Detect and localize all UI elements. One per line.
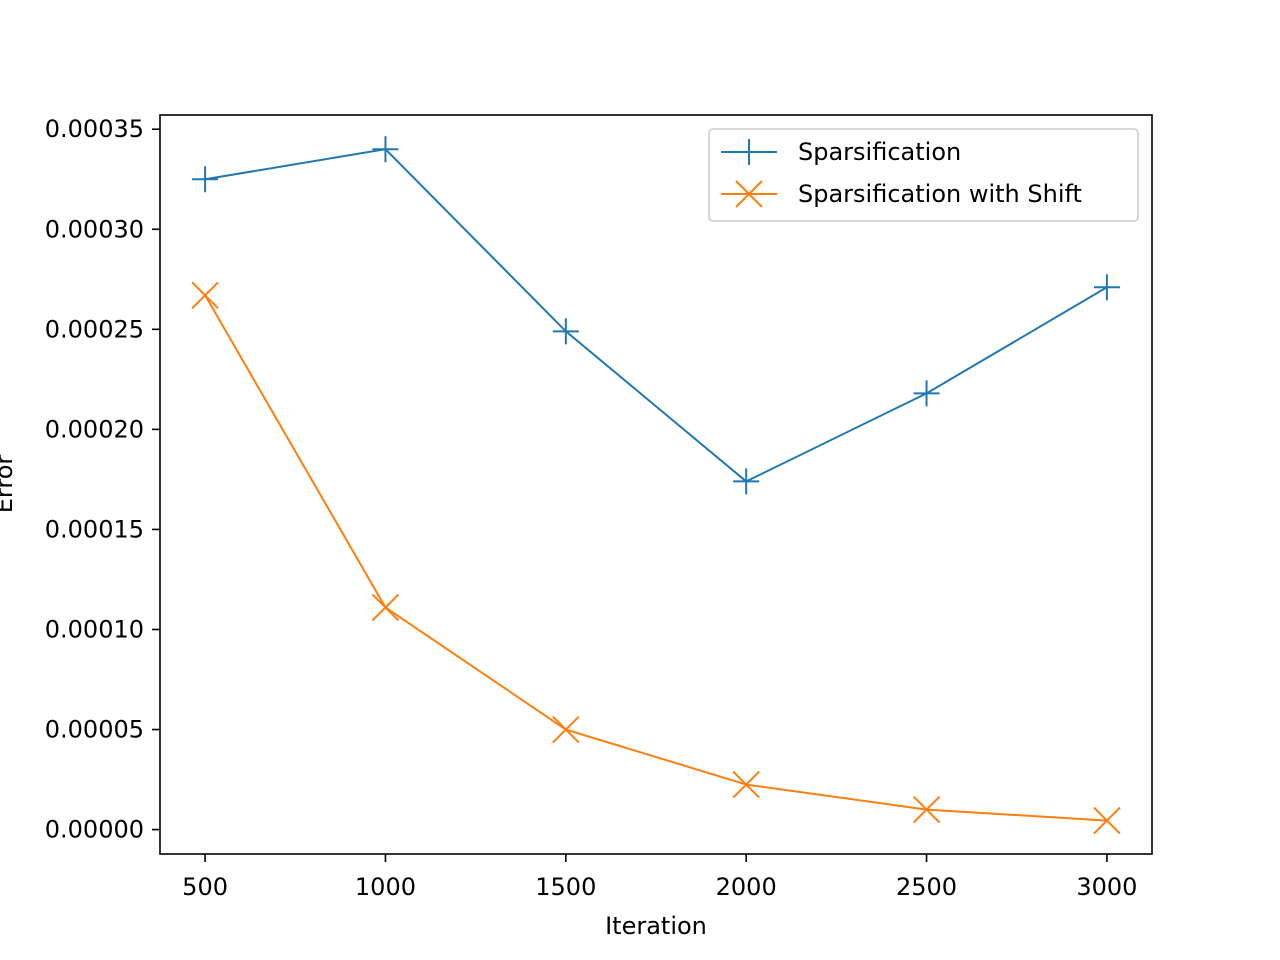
legend: Sparsification Sparsification with Shift [708, 128, 1139, 222]
plot-frame [159, 114, 1153, 855]
series-layer [191, 136, 1121, 835]
data-point [732, 770, 760, 799]
x-axis-label: Iteration [605, 912, 707, 940]
y-tick-label: 0.00000 [45, 816, 144, 844]
x-tick-label: 1500 [535, 873, 596, 901]
data-point [552, 715, 580, 744]
data-point [1093, 274, 1120, 301]
x-tick-label: 3000 [1076, 873, 1137, 901]
y-tick-label: 0.00025 [45, 315, 144, 343]
axis-layer: 500 1000 1500 2000 2500 3000 0.00000 0.00005 0.0… [45, 115, 1138, 901]
x-tick-label: 500 [182, 873, 228, 901]
data-point [192, 166, 219, 193]
legend-box [708, 128, 1139, 222]
legend-label: Sparsification with Shift [798, 180, 1082, 208]
series-line [204, 294, 1107, 822]
y-axis-label: Error [0, 455, 18, 514]
data-point [733, 468, 760, 495]
y-tick-label: 0.00010 [45, 615, 144, 643]
x-tick-label: 2500 [896, 873, 957, 901]
data-point [1093, 806, 1121, 835]
series-line [204, 148, 1108, 483]
legend-marker [736, 139, 762, 165]
x-tick-label: 1000 [355, 873, 416, 901]
data-point [191, 281, 219, 310]
y-tick-label: 0.00030 [45, 215, 144, 243]
data-point [372, 136, 399, 163]
legend-marker [735, 180, 763, 208]
legend-label: Sparsification [798, 138, 961, 166]
data-point [552, 318, 579, 345]
data-point [912, 795, 941, 824]
y-tick-label: 0.00005 [45, 716, 144, 744]
y-tick-label: 0.00035 [45, 115, 144, 143]
y-tick-label: 0.00020 [45, 415, 144, 443]
legend-item: Sparsification with Shift [721, 180, 1082, 208]
plot-area [160, 115, 1152, 854]
y-tick-label: 0.00015 [45, 515, 144, 543]
series-0 [192, 136, 1120, 495]
x-tick-label: 2000 [716, 873, 777, 901]
legend-item: Sparsification [721, 138, 961, 166]
data-point [913, 380, 940, 407]
series-1 [191, 281, 1121, 835]
data-point [371, 593, 400, 622]
